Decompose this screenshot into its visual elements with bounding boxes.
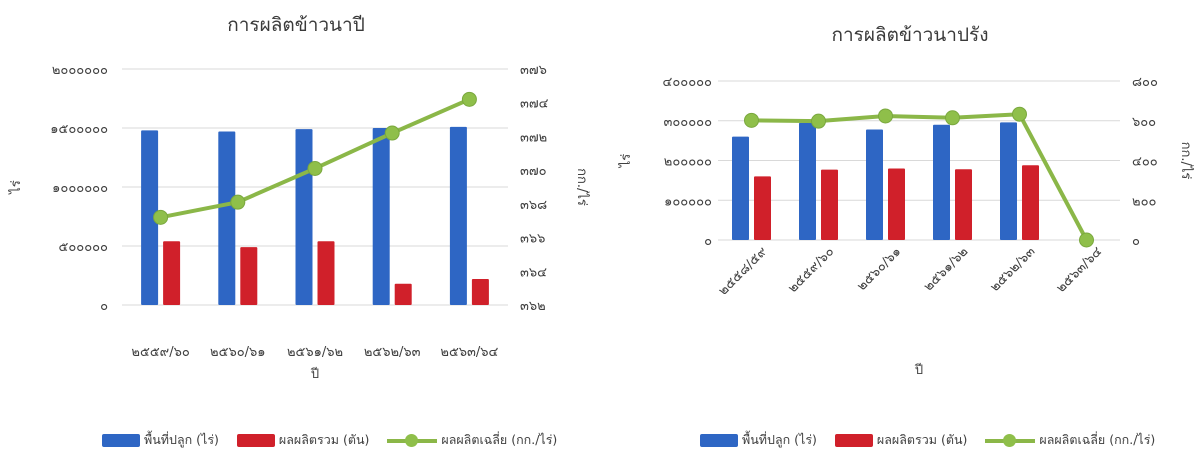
bar-area	[799, 122, 816, 240]
legend-label-production: ผลผลิตรวม (ตัน)	[278, 432, 370, 447]
y2-axis-title: กก./ไร่	[1178, 142, 1194, 180]
yield-point	[945, 110, 960, 126]
bar-production	[471, 279, 489, 305]
chart-legend: พื้นที่ปลูก (ไร่) ผลผลิตรวม (ตัน) ผลผลิต…	[102, 430, 557, 450]
y-axis-title: ไร่	[618, 154, 634, 169]
yield-point	[461, 91, 477, 107]
y-tick-label: ๑๐๐๐๐๐๐	[52, 181, 108, 196]
bar-production	[888, 168, 905, 240]
legend-swatch-yield	[387, 433, 438, 447]
bar-area	[295, 129, 313, 305]
bar-production	[394, 283, 412, 305]
x-tick-label: ๒๕๕๘/๕๙	[716, 244, 770, 298]
bar-area	[372, 128, 390, 305]
x-tick-label: ๒๕๖๐/๖๑	[210, 345, 265, 360]
x-tick-label: ๒๕๖๑/๖๒	[921, 244, 971, 294]
bar-production	[955, 169, 972, 240]
yield-point	[1012, 106, 1027, 122]
y2-tick-label: ๖๐๐	[1132, 115, 1156, 130]
yield-line	[160, 97, 471, 220]
x-tick-label: ๒๕๖๓/๖๔	[440, 345, 498, 360]
bar-production	[821, 169, 838, 240]
yield-point	[384, 125, 400, 141]
y-tick-label: ๓๐๐๐๐๐	[663, 115, 712, 130]
y-tick-label: ๑๐๐๐๐๐	[664, 194, 712, 209]
legend-swatch-area	[102, 433, 140, 447]
yield-line	[751, 112, 1089, 241]
legend-label-production: ผลผลิตรวม (ตัน)	[876, 432, 968, 447]
y2-tick-label: ๔๐๐	[1132, 155, 1158, 170]
x-tick-label: ๒๕๕๙/๖๐	[785, 244, 837, 296]
legend-item-area: พื้นที่ปลูก (ไร่)	[700, 430, 817, 450]
legend-swatch-production	[236, 433, 275, 447]
yield-point	[878, 108, 893, 124]
y2-tick-label: ๓๗๐	[520, 164, 547, 179]
bar-area	[218, 131, 236, 305]
legend-swatch-yield	[985, 433, 1036, 447]
y2-tick-label: ๓๗๒	[520, 130, 547, 145]
chart-legend: พื้นที่ปลูก (ไร่) ผลผลิตรวม (ตัน) ผลผลิต…	[700, 430, 1155, 450]
legend-item-yield: ผลผลิตเฉลี่ย (กก./ไร่)	[387, 430, 557, 450]
x-axis-title: ปี	[914, 362, 923, 378]
x-axis-title: ปี	[310, 366, 319, 382]
y-tick-label: ๔๐๐๐๐๐	[662, 75, 712, 90]
y-axis-title: ไร่	[8, 180, 24, 195]
yield-point	[230, 194, 246, 210]
y2-tick-label: ๓๗๖	[520, 63, 547, 78]
legend-label-area: พื้นที่ปลูก (ไร่)	[742, 432, 817, 447]
chart-panel-naprang: การผลิตข้าวนาปรัง ๐๑๐๐๐๐๐ ๒๐๐๐๐๐ ๓๐๐๐๐๐ ๔๐๐…	[600, 0, 1201, 457]
chart-panel-nap: การผลิตข้าวนาปี ๐ ๕๐๐๐๐๐ ๑๐๐๐๐๐๐ ๑๕๐๐๐๐๐ ๒๐๐…	[0, 0, 600, 457]
legend-item-area: พื้นที่ปลูก (ไร่)	[102, 430, 219, 450]
bar-production	[317, 241, 335, 305]
legend-label-yield: ผลผลิตเฉลี่ย (กก./ไร่)	[1039, 432, 1156, 447]
chart-title: การผลิตข้าวนาปรัง	[831, 24, 989, 46]
yield-point	[153, 209, 169, 225]
legend-swatch-area	[700, 433, 738, 447]
legend-label-yield: ผลผลิตเฉลี่ย (กก./ไร่)	[441, 432, 558, 447]
x-tick-label: ๒๕๖๒/๖๓	[988, 244, 1039, 295]
bar-production	[240, 247, 258, 305]
bar-area	[933, 124, 950, 240]
x-tick-label: ๒๕๖๓/๖๔	[1054, 244, 1106, 296]
bar-production	[163, 241, 181, 305]
bar-production	[754, 176, 771, 240]
y2-tick-label: ๓๖๘	[520, 198, 547, 213]
y-tick-label: ๐	[704, 234, 712, 249]
y2-tick-label: ๓๖๒	[520, 299, 546, 314]
y-tick-label: ๒๐๐๐๐๐๐	[52, 63, 108, 78]
yield-point	[1079, 232, 1094, 248]
x-tick-label: ๒๕๖๐/๖๑	[854, 244, 904, 294]
y2-tick-label: ๓๖๖	[520, 232, 545, 247]
chart-title: การผลิตข้าวนาปี	[227, 14, 365, 36]
bar-area	[866, 129, 883, 240]
bar-production	[1022, 165, 1039, 240]
legend-item-production: ผลผลิตรวม (ตัน)	[236, 430, 370, 450]
y2-tick-label: ๒๐๐	[1132, 194, 1157, 209]
x-tick-label: ๒๕๖๒/๖๓	[364, 345, 421, 360]
y-tick-label: ๕๐๐๐๐๐	[58, 240, 108, 255]
legend-item-yield: ผลผลิตเฉลี่ย (กก./ไร่)	[985, 430, 1155, 450]
bar-area	[141, 130, 159, 305]
yield-point	[811, 113, 826, 129]
y-tick-label: ๑๕๐๐๐๐๐	[50, 122, 108, 137]
y-tick-label: ๐	[100, 299, 108, 314]
y2-tick-label: ๐	[1132, 234, 1140, 249]
bar-area	[449, 126, 467, 305]
legend-label-area: พื้นที่ปลูก (ไร่)	[144, 432, 219, 447]
y2-axis-title: กก./ไร่	[574, 168, 590, 206]
legend-swatch-production	[834, 433, 873, 447]
yield-point	[307, 160, 323, 176]
y2-tick-label: ๘๐๐	[1132, 75, 1158, 90]
bar-area	[1000, 122, 1017, 240]
y2-tick-label: ๓๖๔	[520, 265, 547, 280]
y2-tick-label: ๓๗๔	[520, 97, 549, 112]
bar-area	[732, 136, 749, 240]
legend-item-production: ผลผลิตรวม (ตัน)	[834, 430, 968, 450]
y-tick-label: ๒๐๐๐๐๐	[664, 155, 712, 170]
x-tick-label: ๒๕๖๑/๖๒	[287, 345, 343, 360]
yield-point	[744, 112, 759, 128]
x-tick-label: ๒๕๕๙/๖๐	[131, 345, 189, 360]
